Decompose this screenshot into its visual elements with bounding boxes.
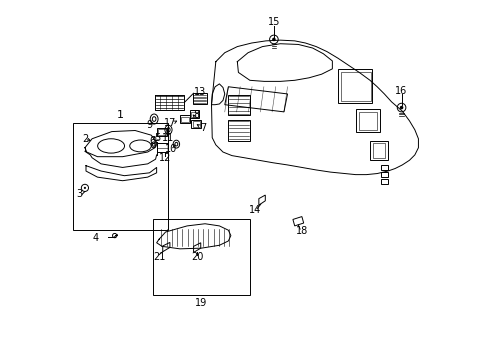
- Bar: [228, 120, 249, 140]
- Bar: [355, 109, 379, 132]
- Bar: [158, 129, 166, 135]
- Circle shape: [399, 106, 403, 109]
- Bar: [381, 172, 387, 177]
- Bar: [180, 116, 190, 123]
- Bar: [228, 95, 249, 116]
- Bar: [73, 123, 168, 230]
- Bar: [381, 165, 387, 170]
- Text: 2: 2: [81, 134, 88, 144]
- Bar: [337, 69, 371, 103]
- Circle shape: [271, 38, 275, 41]
- Bar: [341, 72, 370, 101]
- Text: 21: 21: [153, 252, 165, 262]
- Bar: [191, 112, 198, 117]
- Text: 14: 14: [248, 206, 261, 216]
- Bar: [372, 143, 385, 158]
- Text: 1: 1: [117, 110, 124, 120]
- Bar: [358, 112, 376, 130]
- Text: 9: 9: [146, 121, 152, 130]
- Text: 11: 11: [162, 133, 174, 143]
- Text: 17: 17: [163, 118, 176, 128]
- Text: 18: 18: [295, 226, 307, 236]
- Text: 16: 16: [395, 86, 407, 96]
- Text: 15: 15: [267, 17, 280, 27]
- Text: 6: 6: [149, 136, 155, 145]
- Text: 3: 3: [76, 189, 82, 199]
- Bar: [153, 220, 249, 295]
- Text: 19: 19: [195, 298, 207, 308]
- Bar: [181, 117, 188, 122]
- Text: 10: 10: [164, 144, 177, 154]
- Bar: [156, 143, 168, 152]
- Circle shape: [83, 187, 86, 189]
- Bar: [381, 179, 387, 184]
- Text: 20: 20: [191, 252, 203, 262]
- Text: 8: 8: [193, 110, 199, 120]
- Bar: [191, 120, 201, 128]
- Text: 4: 4: [92, 233, 99, 243]
- Text: 5: 5: [154, 133, 161, 143]
- Text: 7: 7: [200, 123, 206, 133]
- Bar: [369, 140, 387, 160]
- Text: 12: 12: [159, 153, 171, 163]
- Text: 13: 13: [193, 87, 205, 97]
- Bar: [192, 93, 206, 104]
- Bar: [192, 121, 200, 127]
- Bar: [156, 128, 167, 136]
- Bar: [190, 111, 199, 118]
